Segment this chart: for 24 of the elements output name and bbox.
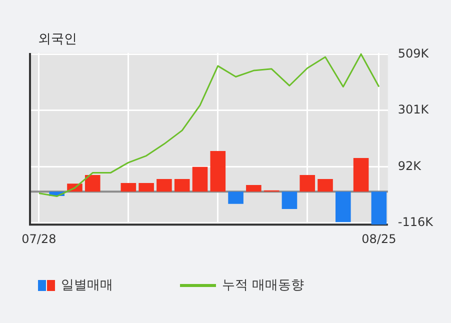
bar: [192, 166, 208, 192]
x-tick-label: 07/28: [22, 232, 56, 246]
y-tick-label: -116K: [398, 215, 434, 230]
bar: [282, 192, 298, 209]
bar: [138, 183, 154, 192]
x-tick-label: 08/25: [362, 232, 396, 246]
bar: [120, 183, 136, 192]
bar: [353, 158, 369, 192]
bar: [371, 192, 387, 225]
bar: [336, 192, 351, 222]
legend-label: 누적 매매동향: [222, 277, 304, 294]
bar: [246, 184, 262, 192]
y-tick-label: 301K: [398, 102, 430, 117]
legend-label: 일별매매: [61, 277, 113, 294]
bar: [210, 150, 226, 192]
chart-title: 외국인: [38, 31, 77, 48]
bar: [318, 179, 333, 192]
y-tick-label: 92K: [398, 158, 422, 173]
bar: [156, 179, 172, 192]
bar: [300, 174, 316, 192]
bar: [228, 192, 244, 204]
bar: [174, 179, 190, 192]
bar: [84, 174, 100, 192]
y-tick-label: 509K: [398, 46, 430, 60]
